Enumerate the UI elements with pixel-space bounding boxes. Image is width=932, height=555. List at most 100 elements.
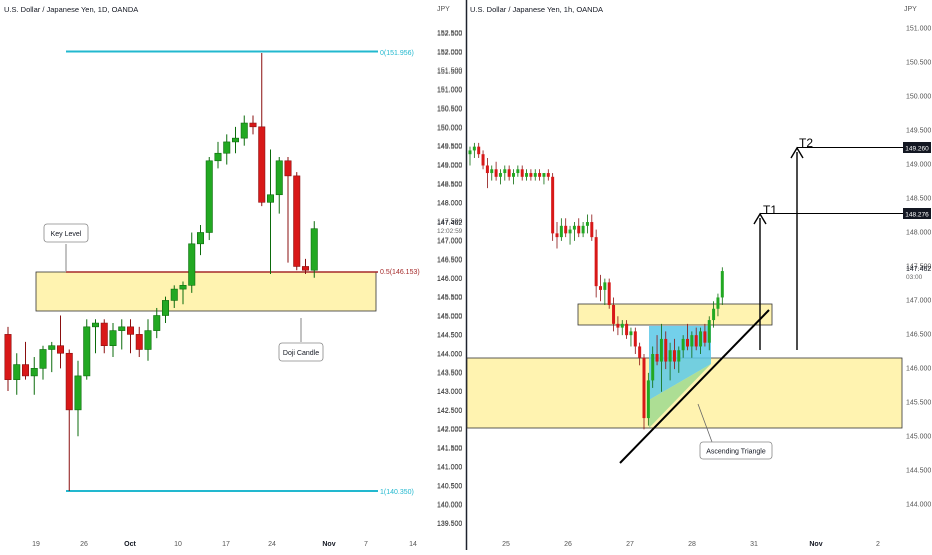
daily-candle: [275, 160, 283, 196]
t1-price: 148.276: [905, 212, 929, 219]
daily-candle: [214, 152, 222, 162]
hourly-candle: [694, 335, 698, 347]
left-x-tick: Oct: [124, 541, 136, 548]
left-y-tick: 148.000: [437, 200, 462, 207]
right-y-tick: 145.000: [906, 434, 931, 441]
hourly-candle: [672, 350, 676, 362]
mid-y-tick: 142.000: [437, 427, 462, 434]
left-y-tick: 147.500: [437, 219, 462, 226]
right-y-tick: 144.500: [906, 468, 931, 475]
right-y-tick: 150.500: [906, 60, 931, 67]
fib-0-label: 0(151.956): [380, 50, 414, 57]
daily-candle: [65, 352, 73, 411]
hourly-candle: [686, 338, 689, 347]
triangle-callout: Ascending Triangle: [706, 449, 766, 456]
left-x-tick: Nov: [322, 541, 335, 548]
hourly-candle: [529, 173, 533, 177]
daily-candle: [48, 345, 56, 350]
hourly-candle: [629, 331, 633, 336]
left-y-axis: 152.500 152.000 151.500 151.000 150.500 150.0…: [437, 30, 462, 528]
left-y-tick: 142.000: [437, 426, 462, 433]
current-time: 03:00: [906, 274, 923, 281]
daily-candle: [30, 368, 38, 377]
hourly-candle: [651, 354, 655, 381]
hourly-candle: [568, 229, 572, 234]
left-currency-label: JPY: [437, 6, 450, 13]
mid-y-tick: 140.000: [437, 502, 462, 509]
fib-05-label: 0.5(146.153): [380, 269, 420, 276]
daily-candle: [188, 243, 196, 286]
mid-y-tick: 152.000: [437, 50, 462, 57]
hourly-candle: [485, 165, 489, 174]
hourly-candles: [468, 142, 724, 430]
daily-candle: [223, 141, 231, 154]
right-x-tick: 28: [688, 541, 696, 548]
left-x-tick: 7: [364, 541, 368, 548]
mid-y-tick: 145.000: [437, 314, 462, 321]
mid-y-tick: 139.500: [437, 521, 462, 528]
hourly-candle: [703, 331, 707, 343]
hourly-candle: [590, 222, 594, 238]
hourly-candle: [607, 282, 611, 305]
left-y-tick: 148.500: [437, 181, 462, 188]
right-x-tick: 31: [750, 541, 758, 548]
middle-price-axis: 152.500 152.000 151.500 151.000 150.500 150.0…: [437, 31, 462, 528]
left-y-tick: 147.000: [437, 238, 462, 245]
left-y-tick: 142.500: [437, 407, 462, 414]
left-y-tick: 144.000: [437, 351, 462, 358]
hourly-candle: [646, 380, 650, 419]
hourly-candle: [564, 225, 568, 234]
hourly-candle: [633, 331, 637, 347]
hourly-candle: [512, 173, 515, 177]
hourly-candle: [642, 357, 646, 419]
mid-axis-price: 147.462: [437, 220, 462, 227]
right-y-tick: 147.500: [906, 264, 931, 271]
resistance-zone: [577, 303, 773, 326]
t2-price: 149.260: [905, 146, 929, 153]
daily-candle: [205, 160, 213, 233]
left-x-tick: 14: [409, 541, 417, 548]
hourly-chart-panel: U.S. Dollar / Japanese Yen, 1h, OANDA JP…: [437, 5, 931, 548]
daily-candle: [21, 364, 29, 377]
t1-label: T1: [763, 203, 777, 217]
mid-y-tick: 151.500: [437, 69, 462, 76]
hourly-candle: [472, 146, 476, 151]
mid-y-tick: 143.500: [437, 370, 462, 377]
hourly-candle: [638, 346, 642, 358]
mid-y-tick: 144.000: [437, 352, 462, 359]
right-x-tick: Nov: [809, 541, 822, 548]
mid-y-tick: 141.000: [437, 465, 462, 472]
left-x-tick: 19: [32, 541, 40, 548]
daily-candle: [258, 126, 266, 203]
mid-y-tick: 140.500: [437, 483, 462, 490]
mid-y-tick: 144.500: [437, 333, 462, 340]
daily-candle: [39, 349, 47, 369]
mid-y-tick: 151.000: [437, 88, 462, 95]
hourly-candle: [577, 225, 581, 234]
daily-candle: [197, 232, 205, 245]
daily-candle: [310, 228, 318, 271]
mid-y-tick: 150.500: [437, 106, 462, 113]
daily-candle: [100, 322, 108, 347]
t2-arrow-head: [790, 146, 804, 159]
right-y-tick: 147.000: [906, 298, 931, 305]
hourly-candle: [507, 169, 511, 177]
t2-price-badge: [903, 142, 931, 153]
left-y-tick: 139.500: [437, 521, 462, 528]
t1-arrow-head: [753, 212, 767, 225]
triangle-bottom-fill: [649, 364, 711, 428]
left-x-tick: 17: [222, 541, 230, 548]
hourly-candle: [664, 338, 668, 362]
left-y-tick: 149.000: [437, 162, 462, 169]
hourly-candle: [655, 354, 659, 362]
right-y-tick: 148.000: [906, 230, 931, 237]
daily-candle: [109, 330, 117, 347]
hourly-candle: [625, 323, 629, 336]
t1-price-badge: [903, 208, 931, 219]
mid-y-tick: 142.500: [437, 408, 462, 415]
left-y-tick: 151.500: [437, 68, 462, 75]
mid-y-tick: 145.500: [437, 295, 462, 302]
daily-candle: [153, 315, 161, 331]
left-y-tick: 151.000: [437, 87, 462, 94]
